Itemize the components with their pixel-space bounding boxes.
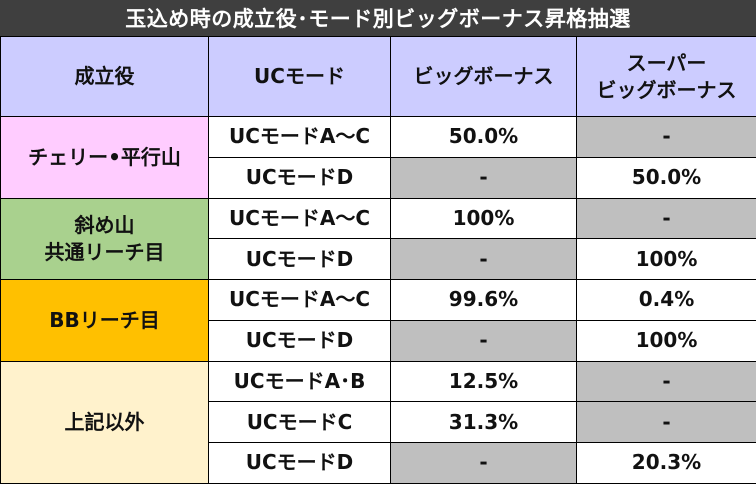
promotion-table: 成立役 UCモード ビッグボーナス スーパー ビッグボーナス チェリー•平行山 … (0, 36, 756, 484)
group-label-other: 上記以外 (1, 361, 209, 483)
super-big-bonus-cell: 20.3% (577, 443, 756, 484)
mode-cell: UCモードC (209, 402, 391, 443)
big-bonus-cell: - (391, 320, 577, 361)
mode-cell: UCモードD (209, 239, 391, 280)
super-big-bonus-cell: - (577, 361, 756, 402)
header-uc-mode: UCモード (209, 37, 391, 117)
mode-cell: UCモードD (209, 443, 391, 484)
big-bonus-cell: 99.6% (391, 280, 577, 321)
big-bonus-cell: 100% (391, 198, 577, 239)
big-bonus-cell: 31.3% (391, 402, 577, 443)
group-label-bb-reach: BBリーチ目 (1, 280, 209, 362)
super-big-bonus-cell: 0.4% (577, 280, 756, 321)
super-big-bonus-cell: - (577, 117, 756, 158)
mode-cell: UCモードD (209, 157, 391, 198)
super-big-bonus-cell: 100% (577, 320, 756, 361)
big-bonus-cell: - (391, 443, 577, 484)
mode-cell: UCモードA～C (209, 198, 391, 239)
table-row: チェリー•平行山 UCモードA～C 50.0% - (1, 117, 756, 158)
table-row: BBリーチ目 UCモードA～C 99.6% 0.4% (1, 280, 756, 321)
header-row: 成立役 UCモード ビッグボーナス スーパー ビッグボーナス (1, 37, 756, 117)
header-super-line1: スーパー (627, 51, 707, 75)
super-big-bonus-cell: - (577, 402, 756, 443)
group-label-cherry: チェリー•平行山 (1, 117, 209, 199)
mode-cell: UCモードD (209, 320, 391, 361)
super-big-bonus-cell: - (577, 198, 756, 239)
header-super-line2: ビッグボーナス (597, 78, 737, 102)
mode-cell: UCモードA･B (209, 361, 391, 402)
table-title: 玉込め時の成立役･モード別ビッグボーナス昇格抽選 (0, 0, 756, 36)
group-label-naname: 斜め山 共通リーチ目 (1, 198, 209, 280)
group-label-line: 斜め山 (75, 213, 135, 237)
super-big-bonus-cell: 100% (577, 239, 756, 280)
mode-cell: UCモードA～C (209, 117, 391, 158)
group-label-line: 共通リーチ目 (45, 240, 165, 264)
big-bonus-cell: - (391, 239, 577, 280)
table-row: 斜め山 共通リーチ目 UCモードA～C 100% - (1, 198, 756, 239)
table-row: 上記以外 UCモードA･B 12.5% - (1, 361, 756, 402)
super-big-bonus-cell: 50.0% (577, 157, 756, 198)
big-bonus-cell: - (391, 157, 577, 198)
header-super-big-bonus: スーパー ビッグボーナス (577, 37, 756, 117)
big-bonus-cell: 50.0% (391, 117, 577, 158)
header-winning-role: 成立役 (1, 37, 209, 117)
mode-cell: UCモードA～C (209, 280, 391, 321)
big-bonus-cell: 12.5% (391, 361, 577, 402)
header-big-bonus: ビッグボーナス (391, 37, 577, 117)
